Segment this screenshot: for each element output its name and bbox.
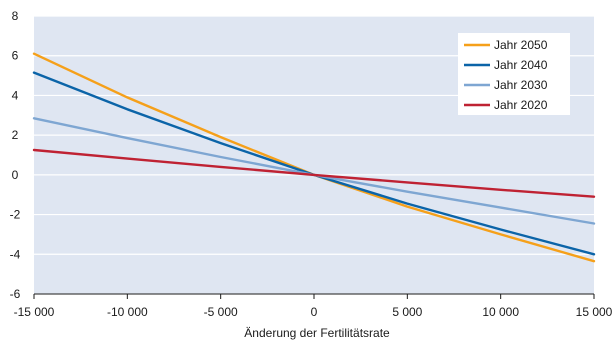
x-tick-label: 5 000 [392,305,422,319]
x-tick-label: -10 000 [107,305,148,319]
x-axis: -15 000 -10 000 -5 000 0 5 000 10 000 15 000 [14,293,613,319]
y-tick-label: -6 [10,287,21,301]
legend-label: Jahr 2030 [494,78,548,92]
y-tick-label: 6 [12,49,19,63]
x-tick-label: 10 000 [482,305,519,319]
y-tick-label: 0 [12,168,19,182]
x-tick-label: -5 000 [204,305,238,319]
y-tick-label: 8 [12,9,19,23]
x-tick-label: 15 000 [576,305,613,319]
legend-label: Jahr 2020 [494,98,548,112]
y-tick-label: 4 [12,88,19,102]
legend-box [458,33,570,115]
legend: Jahr 2050 Jahr 2040 Jahr 2030 Jahr 2020 [458,33,570,115]
legend-label: Jahr 2040 [494,58,548,72]
y-tick-label: -4 [10,247,21,261]
series-lines [32,52,596,263]
series-line-jahr-2020 [32,148,596,198]
x-tick-label: 0 [311,305,318,319]
y-tick-label: -2 [10,208,21,222]
x-tick-label: -15 000 [14,305,55,319]
y-tick-label: 2 [12,128,19,142]
legend-label: Jahr 2050 [494,38,548,52]
y-axis: -6 -4 -2 0 2 4 6 8 [10,9,21,301]
x-axis-title: Änderung der Fertilitätsrate [244,326,390,340]
